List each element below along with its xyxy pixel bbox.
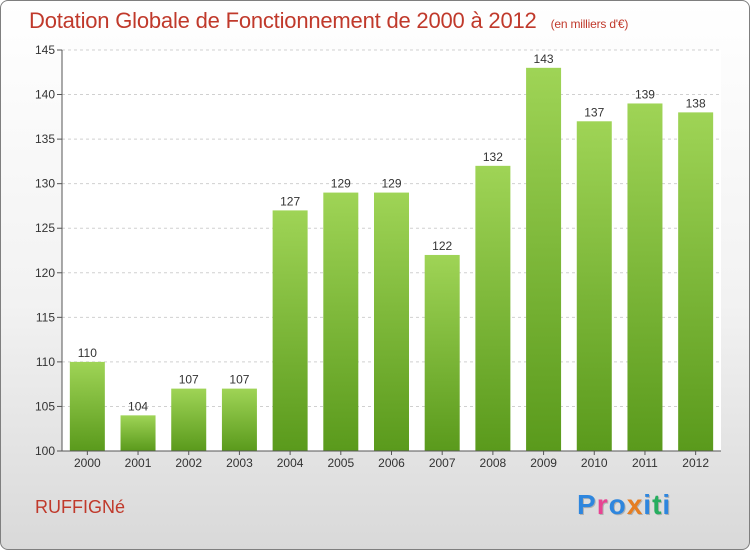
bar xyxy=(424,254,460,451)
y-tick-label: 100 xyxy=(35,444,55,458)
bar xyxy=(120,415,156,451)
bar-value-label: 138 xyxy=(686,96,706,110)
x-tick-label: 2007 xyxy=(429,456,456,470)
bar xyxy=(272,210,308,451)
bar-value-label: 107 xyxy=(179,373,199,387)
x-tick-label: 2011 xyxy=(632,456,658,470)
chart-title: Dotation Globale de Fonctionnement de 20… xyxy=(29,8,628,34)
brand-letter: i xyxy=(662,489,672,520)
brand-letter: i xyxy=(643,489,653,520)
x-tick-label: 2010 xyxy=(581,456,608,470)
bar-value-label: 129 xyxy=(331,177,351,191)
x-tick-label: 2002 xyxy=(175,456,202,470)
bar xyxy=(627,103,663,451)
bar-value-label: 127 xyxy=(280,194,300,208)
x-tick-label: 2006 xyxy=(378,456,405,470)
brand-letter: r xyxy=(596,489,609,520)
bar xyxy=(323,192,359,452)
bar-value-label: 137 xyxy=(584,105,604,119)
chart-title-text: Dotation Globale de Fonctionnement de 20… xyxy=(29,8,537,33)
y-tick-label: 120 xyxy=(35,266,55,280)
x-tick-label: 2001 xyxy=(125,456,152,470)
bar xyxy=(526,67,562,452)
y-tick-label: 135 xyxy=(35,132,55,146)
brand-letter: x xyxy=(626,489,644,520)
bar xyxy=(171,388,207,451)
y-tick-label: 110 xyxy=(36,355,55,369)
x-tick-label: 2009 xyxy=(530,456,557,470)
bar-value-label: 132 xyxy=(483,150,503,164)
brand-letter: t xyxy=(652,489,663,520)
bar-value-label: 110 xyxy=(78,346,97,360)
bar xyxy=(678,112,714,451)
x-tick-label: 2005 xyxy=(327,456,354,470)
bar xyxy=(475,165,511,451)
x-tick-label: 2012 xyxy=(682,456,709,470)
y-tick-label: 130 xyxy=(35,177,55,191)
y-tick-label: 125 xyxy=(35,221,55,235)
brand-logo: Proxiti xyxy=(577,489,671,521)
brand-letter: o xyxy=(608,489,627,520)
bar-value-label: 129 xyxy=(381,177,401,191)
x-tick-label: 2004 xyxy=(277,456,304,470)
place-name: RUFFIGNé xyxy=(35,497,125,517)
bar xyxy=(221,388,257,451)
bar xyxy=(69,361,105,451)
bar-value-label: 139 xyxy=(635,87,655,101)
bar-value-label: 143 xyxy=(534,52,554,66)
bar xyxy=(576,121,612,452)
y-tick-label: 105 xyxy=(35,399,55,413)
brand-letter: P xyxy=(577,489,597,520)
y-tick-label: 145 xyxy=(35,43,55,57)
bar-value-label: 107 xyxy=(229,373,249,387)
bar-value-label: 122 xyxy=(432,239,452,253)
x-tick-label: 2000 xyxy=(74,456,101,470)
bar-value-label: 104 xyxy=(128,399,148,413)
x-tick-label: 2003 xyxy=(226,456,253,470)
chart-subtitle: (en milliers d'€) xyxy=(550,17,629,31)
bar xyxy=(374,192,409,452)
y-tick-label: 140 xyxy=(35,88,55,102)
y-tick-label: 115 xyxy=(36,310,55,324)
x-tick-label: 2008 xyxy=(480,456,507,470)
